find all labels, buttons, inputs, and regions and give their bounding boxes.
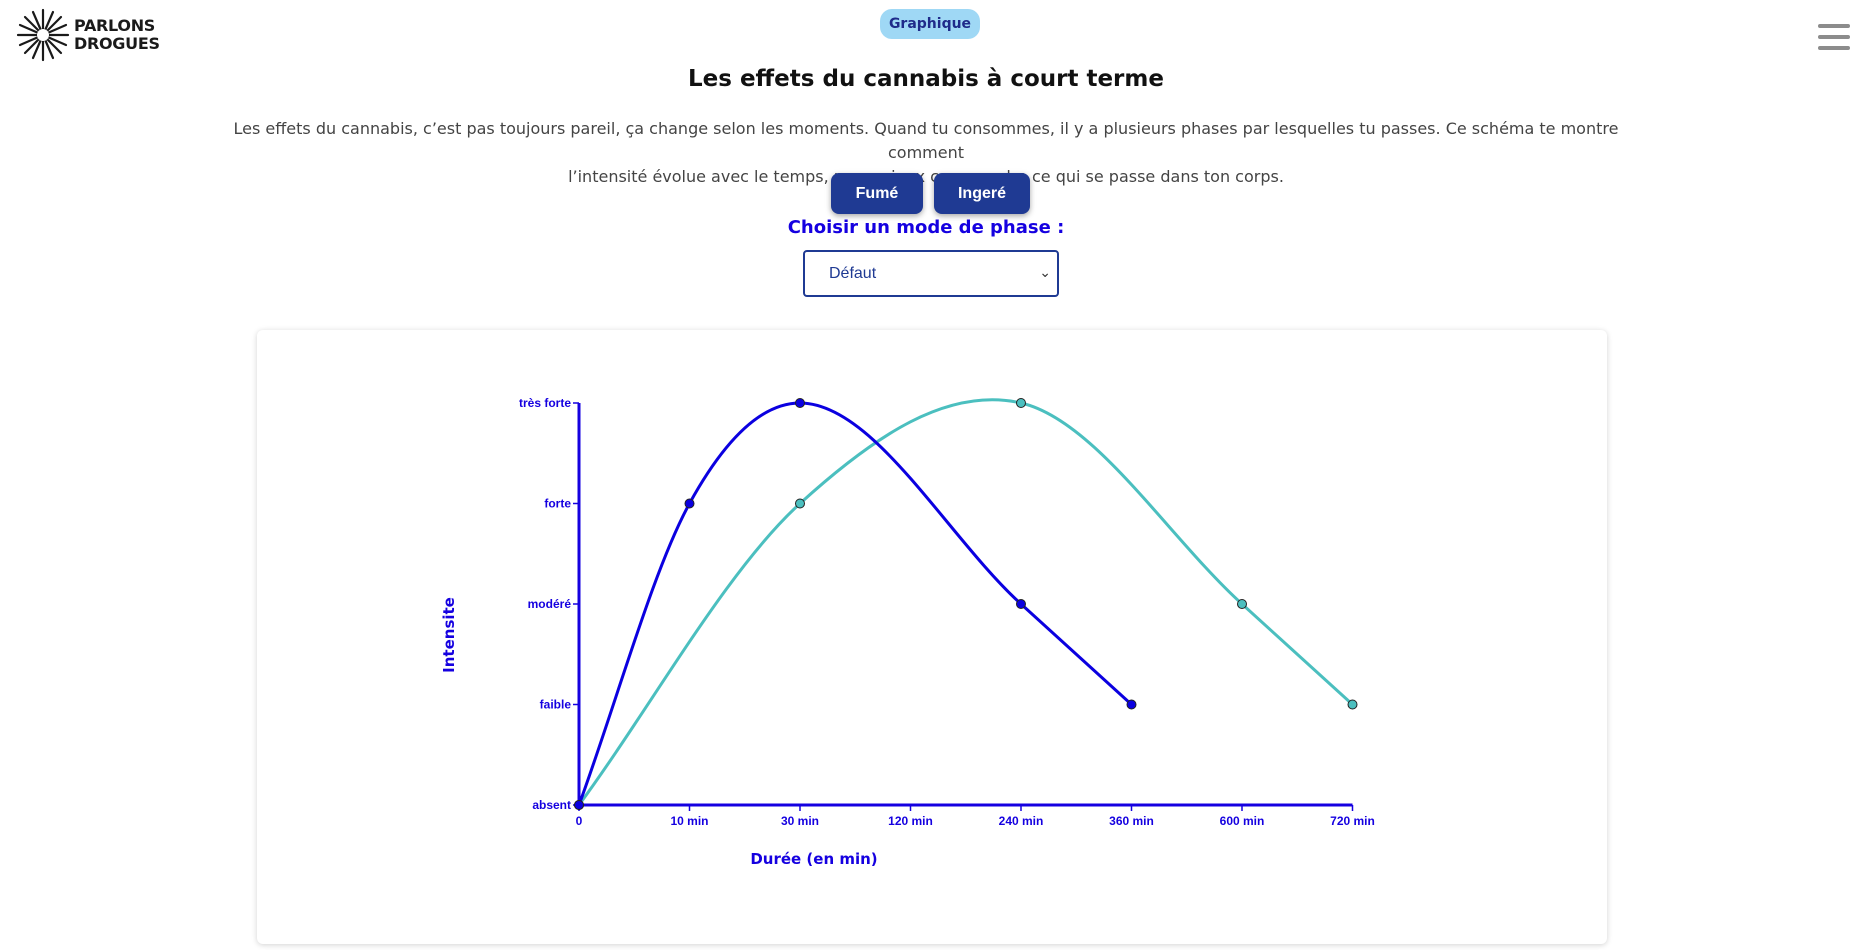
x-axis-title: Durée (en min) — [750, 850, 877, 868]
y-tick-label: forte — [544, 497, 571, 511]
data-point-fume — [1016, 599, 1026, 609]
data-point-fume — [574, 800, 584, 810]
y-tick-label: absent — [532, 798, 571, 812]
fume-button[interactable]: Fumé — [831, 173, 923, 214]
page-title: Les effets du cannabis à court terme — [688, 66, 1164, 92]
data-point-ingere — [1016, 398, 1026, 408]
data-point-ingere — [1237, 599, 1247, 609]
y-tick-label: faible — [540, 698, 572, 712]
phase-mode-select[interactable]: Défaut ⌄ — [803, 250, 1059, 297]
data-point-fume — [684, 498, 695, 509]
logo-line-1: PARLONS — [74, 16, 156, 35]
y-tick-label: très forte — [519, 396, 571, 410]
phase-select-value: Défaut — [829, 264, 877, 282]
graphique-badge: Graphique — [880, 9, 980, 39]
phase-mode-label: Choisir un mode de phase : — [787, 217, 1065, 238]
chevron-down-icon: ⌄ — [1039, 264, 1051, 280]
intensity-chart: 0 10 min 30 min 120 min 240 min 360 min 600 mi… — [440, 396, 1375, 868]
intro-line-1: Les effets du cannabis, c’est pas toujou… — [233, 119, 1619, 162]
series-line-ingere — [577, 398, 1354, 806]
ingere-button[interactable]: Ingeré — [934, 173, 1030, 214]
intro-text: Les effets du cannabis, c’est pas toujou… — [200, 117, 1652, 189]
x-tick-label: 30 min — [781, 814, 819, 828]
hamburger-bar — [1818, 46, 1850, 50]
data-point-fume — [795, 398, 805, 408]
x-tick-label: 600 min — [1220, 814, 1265, 828]
logo-wordmark: PARLONS DROGUES — [74, 17, 160, 53]
chart-card: 0 10 min 30 min 120 min 240 min 360 min 600 mi… — [257, 330, 1607, 944]
logo-burst-icon — [16, 8, 70, 62]
series-line-fume — [577, 401, 1133, 806]
hamburger-icon[interactable] — [1818, 24, 1850, 50]
x-tick-label: 120 min — [888, 814, 933, 828]
logo[interactable]: PARLONS DROGUES — [14, 6, 174, 64]
intro-line-2: l’intensité évolue avec le temps, pour m… — [568, 167, 1284, 186]
data-point-ingere — [795, 498, 805, 509]
hamburger-bar — [1818, 24, 1850, 28]
x-tick-label: 240 min — [999, 814, 1044, 828]
data-point-ingere — [1347, 699, 1358, 710]
x-tick-label: 0 — [576, 814, 583, 828]
hamburger-bar — [1818, 35, 1850, 39]
y-axis-title: Intensite — [440, 597, 458, 673]
x-tick-label: 360 min — [1109, 814, 1154, 828]
x-tick-label: 720 min — [1330, 814, 1375, 828]
data-point-fume — [1126, 699, 1137, 710]
x-tick-label: 10 min — [670, 814, 708, 828]
y-tick-label: modéré — [528, 597, 572, 611]
logo-line-2: DROGUES — [74, 34, 160, 53]
